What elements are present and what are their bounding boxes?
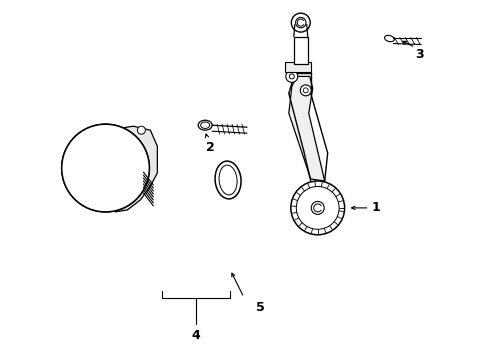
Circle shape xyxy=(303,88,307,93)
Ellipse shape xyxy=(95,167,105,174)
Circle shape xyxy=(61,124,149,212)
Ellipse shape xyxy=(91,163,109,177)
Text: 4: 4 xyxy=(191,329,200,342)
Text: 5: 5 xyxy=(255,301,264,314)
Circle shape xyxy=(290,181,344,235)
Ellipse shape xyxy=(219,165,237,195)
Ellipse shape xyxy=(384,35,393,42)
Circle shape xyxy=(291,13,309,32)
Circle shape xyxy=(295,17,305,28)
Circle shape xyxy=(289,74,294,79)
Circle shape xyxy=(137,126,145,134)
Ellipse shape xyxy=(215,161,241,199)
Circle shape xyxy=(310,201,324,214)
Polygon shape xyxy=(107,126,157,212)
Text: 1: 1 xyxy=(371,201,380,215)
Circle shape xyxy=(61,124,149,212)
Circle shape xyxy=(300,85,310,96)
Ellipse shape xyxy=(198,120,212,130)
Text: 3: 3 xyxy=(414,48,423,61)
Polygon shape xyxy=(288,76,324,181)
Circle shape xyxy=(296,186,339,229)
Circle shape xyxy=(285,71,297,82)
Ellipse shape xyxy=(200,122,209,129)
Bar xyxy=(293,37,307,64)
Text: 2: 2 xyxy=(205,141,214,154)
Polygon shape xyxy=(285,62,310,72)
